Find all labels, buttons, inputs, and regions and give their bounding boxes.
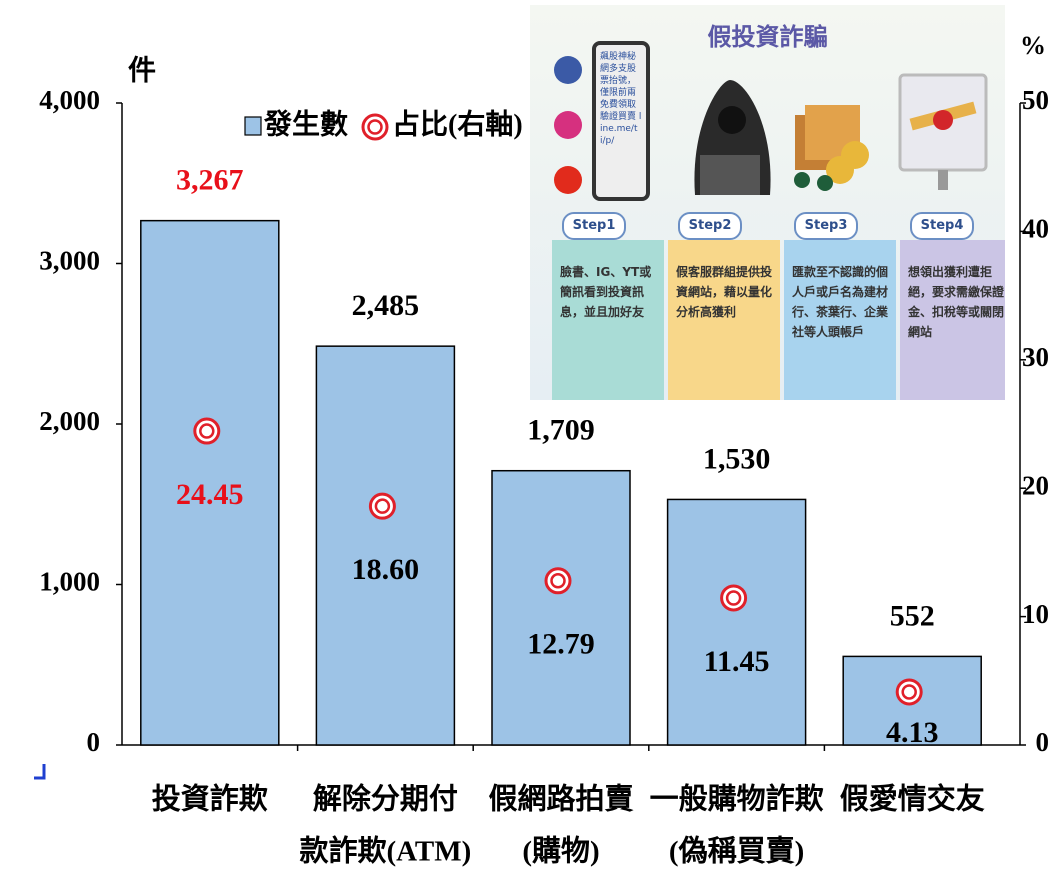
y-tick-label: 3,000 xyxy=(39,246,100,276)
y-tick-label: 1,000 xyxy=(39,567,100,597)
step-text: 臉書、IG、YT或簡訊看到投資訊息，並且加好友 xyxy=(552,240,664,400)
infographic: 假投資詐騙 飆股神秘網多支股票抬號，僅限前兩免費領取驗證買賣 line.me/t… xyxy=(530,5,1005,400)
marker-inner xyxy=(369,121,382,134)
x-tick-label: (偽稱買賣) xyxy=(669,835,804,868)
y2-tick-label: 0 xyxy=(1036,727,1050,757)
marker-inner xyxy=(376,500,389,513)
step-label: Step3 xyxy=(794,212,858,240)
x-tick-label: (購物) xyxy=(522,835,599,868)
y-tick-label: 0 xyxy=(87,727,101,757)
share-value-label: 4.13 xyxy=(886,716,939,749)
bar xyxy=(492,471,630,745)
marker-inner xyxy=(903,685,916,698)
page: 件 % 0 1,000 2,000 3,000 4,000 0 10 20 30 40 50 投資詐欺… xyxy=(0,0,1051,879)
y2-tick-label: 10 xyxy=(1022,599,1049,629)
share-marker xyxy=(370,494,394,518)
step-label: Step4 xyxy=(910,212,974,240)
legend-label: 發生數 xyxy=(263,108,348,140)
y-tick-label: 4,000 xyxy=(39,85,100,115)
x-tick-label: 假愛情交友 xyxy=(840,782,985,816)
legend-marker xyxy=(363,115,387,139)
y2-tick-label: 20 xyxy=(1022,470,1049,500)
y2-axis-label: % xyxy=(1020,31,1046,60)
share-marker xyxy=(897,680,921,704)
share-marker xyxy=(722,586,746,610)
corner-mark xyxy=(34,764,44,778)
bar xyxy=(316,346,454,745)
y2-tick-label: 30 xyxy=(1022,342,1049,372)
step-text: 匯款至不認識的個人戶或戶名為建材行、茶葉行、企業社等人頭帳戶 xyxy=(784,240,896,400)
bar-value-label: 2,485 xyxy=(352,289,420,322)
y2-tick-label: 40 xyxy=(1022,214,1049,244)
legend-swatch xyxy=(245,117,261,135)
bar xyxy=(668,499,806,745)
y-axis-label: 件 xyxy=(128,54,156,86)
share-value-label: 12.79 xyxy=(527,628,595,661)
share-marker xyxy=(195,419,219,443)
y-tick-label: 2,000 xyxy=(39,406,100,436)
x-tick-label: 一般購物詐欺 xyxy=(650,782,824,816)
step-label: Step2 xyxy=(678,212,742,240)
share-value-label: 18.60 xyxy=(352,553,420,586)
y2-tick-label: 50 xyxy=(1022,85,1049,115)
step-text: 想領出獲利遭拒絕，要求需繳保證金、扣稅等或關閉網站 xyxy=(900,240,1005,400)
share-value-label: 11.45 xyxy=(704,645,770,678)
step-text: 假客服群組提供投資網站，藉以量化分析高獲利 xyxy=(668,240,780,400)
marker-inner xyxy=(200,425,213,438)
x-tick-label: 假網路拍賣 xyxy=(488,783,633,816)
share-value-label: 24.45 xyxy=(176,478,244,511)
bar-value-label: 1,709 xyxy=(527,414,595,447)
bar-value-label: 1,530 xyxy=(703,442,771,475)
bar-value-label: 552 xyxy=(890,599,935,632)
x-tick-label: 解除分期付 xyxy=(313,782,458,816)
marker-inner xyxy=(552,574,565,587)
marker-inner xyxy=(727,591,740,604)
share-marker xyxy=(546,569,570,593)
phone-message: 飆股神秘網多支股票抬號，僅限前兩免費領取驗證買賣 line.me/ti/p/ xyxy=(592,41,650,201)
legend-label: 占比(右軸) xyxy=(392,108,523,140)
x-tick-label: 投資詐欺 xyxy=(152,782,268,816)
bar-value-label: 3,267 xyxy=(176,164,244,197)
x-tick-label: 款詐欺(ATM) xyxy=(299,834,471,868)
step-label: Step1 xyxy=(562,212,626,240)
